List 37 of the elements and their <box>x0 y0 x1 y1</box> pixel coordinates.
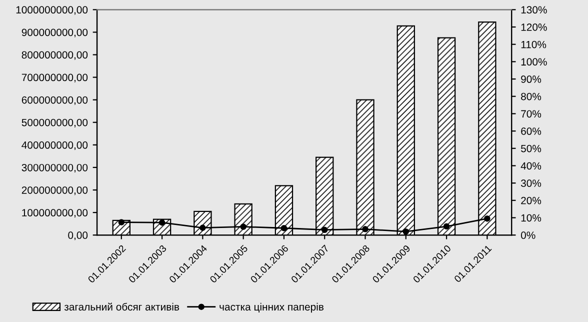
y-tick-label: 300000000,00 <box>22 164 88 173</box>
y2-tick-label: 110% <box>521 40 546 48</box>
y-tick-label: 0,00 <box>68 232 88 240</box>
y2-tick-label: 60% <box>521 128 542 135</box>
y2-tick-label: 90% <box>521 76 542 83</box>
y-tick-label: 900000000,00 <box>22 28 88 38</box>
y-tick-label: 1000000000,00 <box>16 6 88 15</box>
y-tick-label: 200000000,00 <box>22 186 88 196</box>
y2-tick-label: 0% <box>520 232 536 239</box>
point <box>118 219 125 226</box>
y2-tick-label: 20% <box>521 196 542 204</box>
y2-tick-label: 50% <box>521 144 542 152</box>
y-tick-label: 800000000,00 <box>22 51 88 60</box>
y2-tick-label: 70% <box>521 110 542 118</box>
point <box>484 215 490 222</box>
point <box>402 228 410 235</box>
y-tick-label: 600000000,00 <box>22 96 88 105</box>
y2-tick-label: 10% <box>521 214 542 222</box>
y-tick-label: 500000000,00 <box>22 118 88 128</box>
y-tick-label: 100000000,00 <box>22 209 88 218</box>
legend-label: загальний обсяг активів <box>64 302 180 311</box>
legend-label: частка цінних паперів <box>220 302 324 313</box>
point <box>443 223 450 230</box>
y-tick-label: 400000000,00 <box>22 141 88 150</box>
point <box>280 225 288 232</box>
y2-tick-label: 40% <box>520 162 542 170</box>
point <box>321 226 328 233</box>
y2-tick-label: 120% <box>521 24 547 31</box>
point <box>362 226 368 232</box>
y2-tick-label: 30% <box>520 180 542 187</box>
y2-tick-label: 80% <box>521 92 542 100</box>
y2-tick-label: 130% <box>521 6 547 14</box>
point <box>158 219 166 226</box>
point <box>240 224 246 230</box>
y-tick-label: 700000000,00 <box>22 74 88 82</box>
point <box>200 224 206 231</box>
y2-tick-label: 100% <box>521 58 547 66</box>
